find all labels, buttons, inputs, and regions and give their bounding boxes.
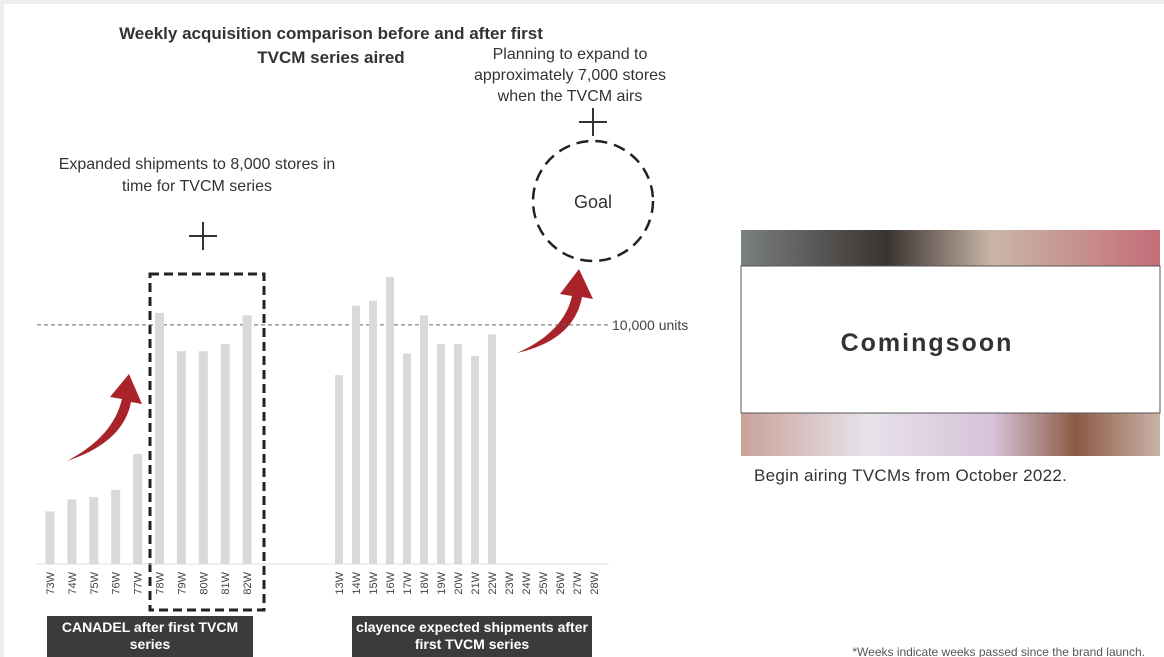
x-tick-label: 20W [453, 571, 465, 594]
goal-circle [531, 139, 655, 263]
group-label-box [47, 616, 253, 657]
x-tick-label: 79W [176, 571, 188, 594]
x-tick-label: 14W [351, 571, 363, 594]
bar [198, 351, 208, 564]
growth-arrow [517, 269, 593, 353]
bar [352, 305, 360, 564]
x-tick-label: 13W [334, 571, 346, 594]
growth-arrow [67, 374, 142, 461]
caption: Begin airing TVCMs from October 2022. [754, 466, 1068, 485]
image-strip [741, 230, 1160, 266]
bar [242, 315, 252, 564]
x-tick-label: 17W [402, 571, 414, 594]
plus-icon [579, 108, 607, 136]
bar [369, 300, 377, 564]
footnote: *Weeks indicate weeks passed since the b… [852, 645, 1145, 657]
bar [335, 375, 343, 564]
group-label: CANADEL after first TVCM series [61, 619, 239, 652]
x-tick-label: 16W [385, 571, 397, 594]
x-tick-label: 21W [470, 571, 482, 594]
bar [471, 355, 479, 564]
bar [488, 334, 496, 564]
group-label-box [352, 616, 592, 657]
goal-label: Goal [574, 192, 612, 212]
chart: Goal Comingsoon 10,000 units 73W 74W 75W 76W… [37, 108, 1161, 657]
x-tick-label: 75W [89, 571, 101, 594]
x-tick-label: 26W [555, 571, 567, 594]
x-tick-label: 74W [67, 571, 79, 594]
image-strip [741, 413, 1160, 456]
bar [155, 312, 164, 564]
x-tick-label: 25W [538, 571, 550, 594]
x-tick-label: 82W [242, 571, 254, 594]
x-tick-label: 15W [368, 571, 380, 594]
plus-icon [189, 222, 217, 250]
annotation: Expanded shipments to 8,000 stores in ti… [58, 156, 336, 195]
bar [454, 343, 462, 564]
x-tick-label: 81W [220, 571, 232, 594]
bar [89, 497, 99, 564]
chart-title: Weekly acquisition comparison before and… [119, 24, 543, 67]
x-tick-label: 22W [487, 571, 499, 594]
bar [403, 353, 411, 564]
bar [67, 499, 77, 564]
bar [220, 343, 230, 564]
x-tick-label: 73W [45, 571, 57, 594]
x-tick-label: 18W [419, 571, 431, 594]
highlight-box [148, 272, 266, 612]
x-tick-label: 77W [133, 571, 145, 594]
x-tick-label: 24W [521, 571, 533, 594]
coming-soon-panel [740, 265, 1161, 414]
bar [45, 511, 55, 564]
x-tick-label: 78W [155, 571, 167, 594]
bar [133, 453, 143, 564]
x-tick-label: 23W [504, 571, 516, 594]
bar [437, 343, 445, 564]
reference-label: 10,000 units [612, 317, 688, 333]
x-tick-label: 27W [572, 571, 584, 594]
x-tick-label: 80W [198, 571, 210, 594]
bar [386, 277, 394, 564]
x-tick-label: 28W [589, 571, 601, 594]
x-tick-label: 19W [436, 571, 448, 594]
bar [176, 351, 186, 564]
coming-soon-text: Comingsoon [841, 329, 1014, 357]
bar [111, 489, 121, 564]
x-tick-label: 76W [111, 571, 123, 594]
annotation: Planning to expand to approximately 7,00… [473, 46, 667, 105]
group-label: clayence expected shipments after first … [356, 619, 588, 652]
bar [420, 315, 428, 564]
